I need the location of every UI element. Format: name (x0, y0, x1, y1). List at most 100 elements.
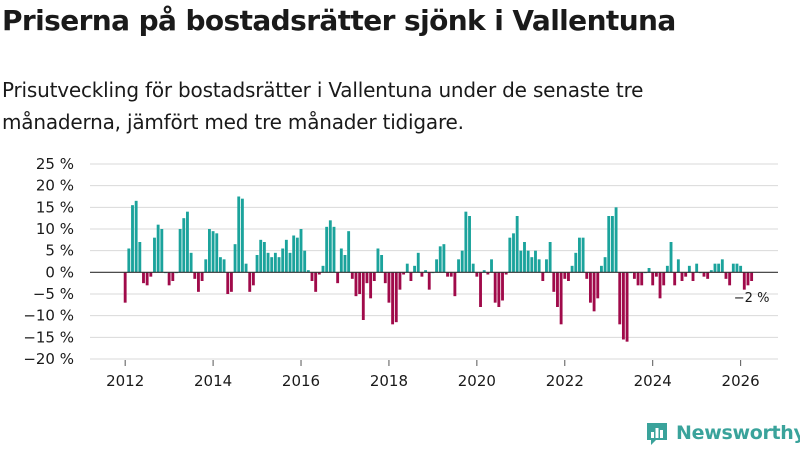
y-tick-label: 20 % (36, 177, 74, 195)
bar (332, 226, 336, 273)
bar (347, 231, 351, 273)
bar (314, 272, 318, 292)
bar (127, 248, 131, 273)
x-tick-label: 2016 (282, 372, 320, 390)
bar (512, 233, 515, 273)
bar (556, 272, 559, 307)
bar-chart-logo-icon (647, 423, 667, 445)
bar (292, 235, 296, 273)
bar (618, 272, 622, 325)
bar (526, 250, 530, 273)
bar (310, 272, 314, 281)
bar (398, 272, 402, 290)
bar (687, 265, 691, 273)
y-tick-label: −15 % (23, 328, 74, 346)
bar (237, 196, 241, 273)
bar (724, 272, 728, 279)
bar (585, 272, 589, 279)
bar (486, 272, 490, 275)
bar (534, 250, 537, 273)
bar (354, 272, 358, 297)
bar (424, 270, 428, 273)
bar (391, 272, 395, 325)
bar (394, 272, 398, 323)
bar (325, 226, 329, 273)
x-tick-label: 2014 (194, 372, 232, 390)
bar (442, 244, 446, 273)
gridlines (90, 163, 778, 360)
bar (603, 257, 607, 273)
bar (339, 248, 343, 273)
bar (266, 252, 270, 273)
x-tick-label: 2020 (458, 372, 496, 390)
bar (145, 272, 149, 286)
x-tick-label: 2012 (106, 372, 144, 390)
x-tick-label: 2018 (370, 372, 408, 390)
bar (665, 265, 669, 273)
bar (673, 272, 677, 286)
bar (651, 272, 655, 286)
bar (142, 272, 145, 284)
bar (270, 257, 274, 273)
bar (691, 272, 695, 281)
bar (647, 268, 651, 273)
bar (475, 272, 479, 277)
bar (508, 237, 512, 273)
bar (273, 252, 277, 273)
bar (197, 272, 200, 292)
bar (134, 200, 138, 273)
y-axis-tick-labels: 25 % 20 % 15 % 10 % 5 % 0 % −5 % −10 % −15 % −20 … (23, 155, 74, 368)
bar (259, 239, 263, 273)
bar (131, 205, 134, 273)
bar (640, 272, 644, 286)
bar (658, 272, 662, 299)
bar (387, 272, 391, 303)
bar (684, 272, 688, 277)
bar (654, 272, 658, 277)
brand-name: Newsworthy (676, 422, 800, 444)
bar (632, 272, 636, 279)
bar (735, 263, 739, 273)
bar (369, 272, 373, 299)
bar (570, 265, 574, 273)
chart-title: Priserna på bostadsrätter sjönk i Vallen… (2, 4, 676, 37)
x-tick-label: 2022 (546, 372, 584, 390)
bar (306, 270, 310, 273)
bar (720, 259, 724, 273)
last-value-label: −2 % (734, 291, 770, 306)
bar (537, 259, 541, 273)
bar (402, 272, 406, 275)
bar (695, 263, 699, 273)
bar (541, 272, 545, 281)
bar (449, 272, 453, 277)
x-tick-label: 2024 (634, 372, 672, 390)
bar (464, 211, 468, 273)
bar (468, 216, 471, 273)
bar (479, 272, 482, 307)
bar (599, 265, 603, 273)
bar (153, 237, 156, 273)
bar (299, 229, 303, 273)
bar (380, 255, 384, 273)
bar (592, 272, 596, 312)
bar (218, 257, 222, 273)
bar (361, 272, 365, 320)
bar (563, 272, 567, 279)
bar (303, 250, 307, 273)
bar (497, 272, 501, 307)
y-tick-label: −10 % (23, 307, 74, 325)
y-tick-label: −5 % (33, 285, 74, 303)
bar (625, 272, 629, 342)
bar (336, 272, 340, 284)
bar (702, 272, 706, 277)
bar (621, 272, 625, 340)
bar (552, 272, 556, 292)
bar (523, 242, 526, 273)
bar (182, 218, 186, 273)
bar (413, 265, 417, 273)
bar (255, 255, 259, 273)
bar (709, 270, 713, 273)
bar-chart: 25 % 20 % 15 % 10 % 5 % 0 % −5 % −10 % −15 % −20 … (23, 155, 778, 390)
bar (435, 259, 438, 273)
bar (193, 272, 197, 279)
